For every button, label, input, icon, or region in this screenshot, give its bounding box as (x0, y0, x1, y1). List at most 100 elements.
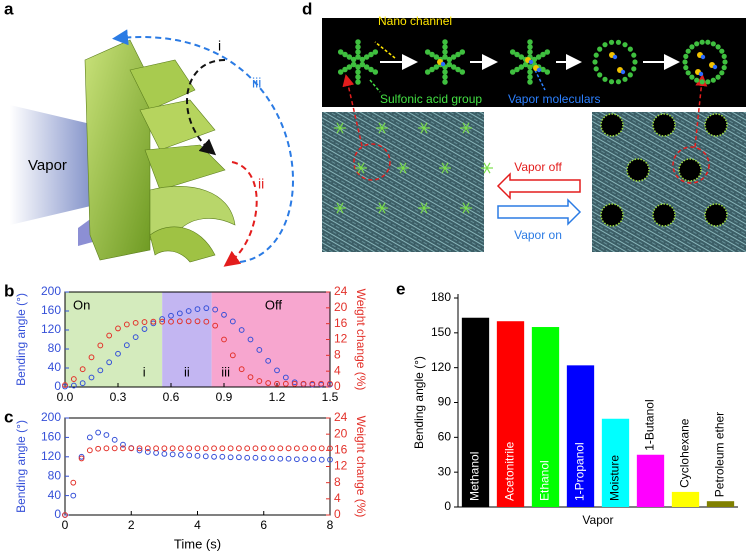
texture-star (462, 127, 467, 134)
panel-letter: e (396, 279, 405, 298)
y-tick-label: 0 (444, 499, 451, 513)
data-point (95, 429, 102, 436)
vapor-molecule (700, 54, 706, 60)
molecule-dot (514, 51, 520, 58)
bar (601, 418, 630, 507)
data-point (269, 445, 275, 452)
y-tick-label: 160 (41, 303, 61, 317)
vapor-source (10, 105, 95, 225)
channel (678, 158, 702, 182)
molecule-dot (694, 77, 700, 83)
arrow-vapor-off (496, 172, 581, 200)
data-point (159, 318, 166, 325)
y2-tick-label: 8 (334, 348, 341, 362)
vapor-molecule (712, 64, 718, 70)
data-point (194, 306, 201, 313)
data-point (291, 380, 298, 387)
molecule-dot (455, 51, 461, 58)
texture-star (423, 127, 428, 134)
data-point (212, 322, 219, 329)
molecule-dot (694, 41, 700, 47)
data-point (318, 380, 325, 387)
data-point (111, 436, 118, 443)
data-point (309, 380, 316, 387)
y-axis-label: Bending angle (°) (14, 293, 28, 386)
x-tick-label: 1.5 (322, 390, 339, 404)
molecule-dot (527, 79, 533, 85)
data-point (293, 445, 300, 452)
molecule-dot (355, 69, 361, 75)
molecule-dot (363, 64, 370, 70)
vapor-molecule (698, 71, 704, 77)
molecule-dot (355, 74, 361, 80)
data-point (327, 456, 333, 463)
data-point (238, 366, 245, 373)
molecule-dot (450, 54, 457, 60)
molecule-dot (527, 74, 533, 80)
data-point (144, 445, 151, 452)
arrow-iii (112, 29, 294, 263)
molecule-dot (459, 69, 466, 75)
molecule-dot (527, 39, 533, 45)
texture-star (360, 162, 365, 169)
y-tick-label: 120 (41, 449, 61, 463)
data-point (252, 454, 259, 461)
data-point (265, 380, 272, 386)
channel (652, 203, 676, 227)
molecule-dot (346, 54, 353, 60)
data-point (132, 334, 139, 341)
channel (704, 113, 728, 137)
molecule-dot (544, 69, 551, 75)
x-tick-label: 1.2 (269, 390, 286, 404)
molecule-dot (442, 44, 448, 50)
molecule-dot (368, 51, 374, 58)
region-label: On (73, 297, 90, 312)
molecule-dot (689, 44, 695, 50)
data-point (221, 311, 227, 318)
panel-d: d Nano channel Sulfonic acid group Vapor… (302, 0, 746, 252)
molecule-dot (429, 51, 435, 58)
data-point (236, 454, 242, 461)
molecule-dot (527, 64, 533, 70)
texture-star (483, 167, 488, 174)
molecule-dot (446, 61, 453, 68)
data-point (78, 455, 85, 462)
y-tick-label: 60 (438, 430, 452, 444)
texture-star (336, 127, 341, 134)
molecule-dot (683, 53, 689, 59)
vapor-molecule (612, 54, 618, 60)
vapor-molecule (528, 59, 534, 65)
category-label: Acetonitrile (503, 441, 517, 501)
category-label: 1-Propanol (573, 442, 587, 501)
texture-star (462, 122, 467, 129)
molecule-dot (355, 64, 361, 70)
texture-star (381, 122, 386, 129)
molecule-dot (710, 41, 716, 47)
data-point (106, 332, 113, 339)
molecule-dot (363, 54, 370, 60)
molecule-dot (442, 79, 448, 85)
molecule-dot (632, 59, 638, 65)
molecule-dot (705, 39, 711, 45)
data-point (236, 445, 242, 452)
molecule-dot (715, 74, 721, 80)
data-point (260, 445, 267, 452)
molecule-dot (592, 59, 598, 65)
arrow-i (186, 59, 226, 156)
molecule-dot (509, 69, 516, 75)
data-point (62, 512, 68, 518)
texture-star (399, 167, 404, 174)
category-label: Ethanol (538, 460, 552, 501)
data-point (229, 318, 236, 325)
data-point (229, 352, 236, 359)
molecule-dot (699, 39, 705, 45)
texture-star (339, 127, 344, 134)
y-tick-label: 40 (48, 360, 62, 374)
texture-star (483, 162, 488, 169)
channel (600, 203, 624, 227)
data-point (327, 380, 333, 387)
data-point (70, 382, 77, 389)
y-tick-label: 180 (431, 290, 451, 304)
data-point (194, 318, 201, 325)
texture-star (357, 167, 362, 174)
